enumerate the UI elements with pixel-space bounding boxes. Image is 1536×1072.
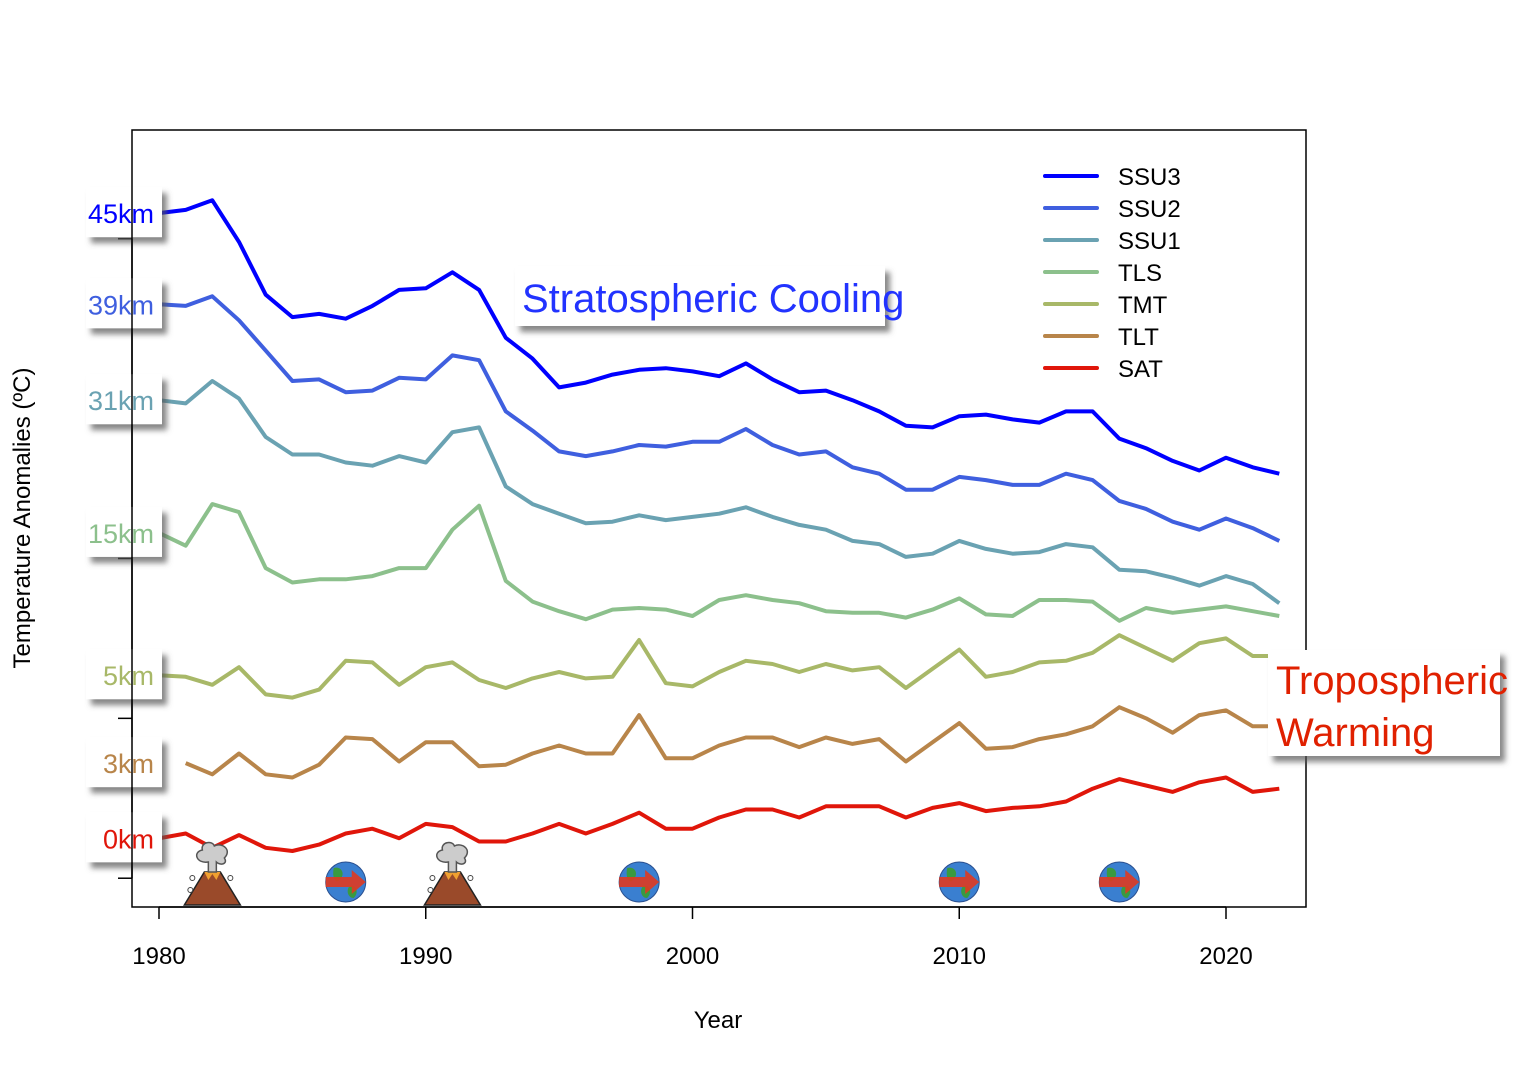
globe-land (946, 867, 971, 898)
altitude-label-box (86, 374, 162, 425)
legend-item-sat: SAT (1043, 356, 1163, 383)
el-nino-arrow (325, 870, 366, 894)
altitude-label-box (86, 187, 162, 238)
altitude-label-box (86, 737, 162, 788)
legend-label: SAT (1118, 356, 1163, 383)
ash-dot (227, 875, 234, 881)
x-tick-label: 2010 (933, 943, 986, 970)
series-lines (158, 198, 1281, 853)
y-axis-title: Temperature Anomalies (ºC) (9, 368, 36, 669)
x-tick-label: 2020 (1199, 943, 1252, 970)
legend: SSU3 SSU2 SSU1 TLS TMT TLT SAT (1043, 164, 1181, 383)
altitude-label-ssu3: 45km (86, 187, 162, 238)
globe-land (626, 867, 651, 898)
series-line-ssu3 (158, 198, 1280, 476)
altitude-label-box (86, 278, 162, 329)
x-tick-label: 1990 (399, 943, 452, 970)
series-line-tmt (158, 633, 1280, 700)
legend-label: TMT (1118, 292, 1168, 319)
altitude-label-box (86, 649, 162, 700)
legend-item-tls: TLS (1043, 260, 1162, 287)
altitude-label-ssu1: 31km (86, 374, 162, 425)
volcano-icon (183, 841, 242, 906)
altitude-label-text: 39km (88, 290, 154, 320)
volcano-lava (444, 872, 461, 880)
altitude-label-text: 31km (88, 386, 154, 416)
altitude-label-text: 0km (103, 824, 154, 854)
altitude-label-ssu2: 39km (86, 278, 162, 329)
tropospheric-label-line1: Tropospheric (1276, 659, 1508, 703)
stratospheric-cooling-annotation: Stratospheric Cooling (515, 266, 904, 326)
legend-item-ssu2: SSU2 (1043, 196, 1181, 223)
el-nino-arrow (619, 870, 660, 894)
ash-dot (427, 887, 434, 893)
series-line-ssu2 (158, 294, 1281, 543)
legend-item-tmt: TMT (1043, 292, 1168, 319)
series-line-ssu1 (158, 379, 1281, 605)
el-nino-globe-icon (325, 861, 367, 903)
altitude-label-tmt: 5km (86, 649, 162, 700)
altitude-label-tlt: 3km (86, 737, 162, 788)
tropospheric-label-line2: Warming (1276, 711, 1435, 755)
altitude-label-box (86, 812, 162, 863)
altitude-labels: 45km 39km 31km 15km 5km 3km 0km (86, 187, 162, 863)
legend-label: SSU1 (1118, 228, 1181, 255)
globe-land (333, 867, 357, 898)
legend-label: SSU2 (1118, 196, 1181, 223)
volcano-icon (423, 841, 482, 906)
plot-frame (131, 129, 1307, 908)
altitude-label-text: 45km (88, 199, 154, 229)
legend-label: SSU3 (1118, 164, 1181, 191)
legend-item-ssu1: SSU1 (1043, 228, 1181, 255)
altitude-label-box (86, 506, 162, 557)
altitude-label-text: 5km (103, 661, 154, 691)
el-nino-arrow (939, 870, 980, 894)
ash-dot (429, 875, 436, 881)
altitude-label-text: 15km (88, 519, 154, 549)
altitude-label-tls: 15km (86, 506, 162, 557)
event-icons (183, 841, 1140, 906)
el-nino-globe-icon (1098, 861, 1140, 903)
volcano-smoke (195, 841, 229, 873)
legend-item-tlt: TLT (1043, 324, 1159, 351)
el-nino-globe-icon (938, 861, 980, 903)
legend-label: TLT (1118, 324, 1159, 351)
series-line-tlt (184, 705, 1280, 780)
ash-dot (189, 875, 196, 881)
axes: 1980 1990 2000 2010 2020 (118, 237, 1253, 970)
legend-label: TLS (1118, 260, 1162, 287)
series-line-tls (158, 502, 1280, 623)
legend-item-ssu3: SSU3 (1043, 164, 1181, 191)
ash-dot (187, 887, 194, 893)
el-nino-globe-icon (618, 861, 660, 903)
ash-dot (467, 875, 474, 881)
volcano-lava (204, 872, 221, 880)
series-line-sat (158, 775, 1280, 853)
el-nino-arrow (1099, 870, 1140, 894)
x-tick-label: 2000 (666, 943, 719, 970)
x-tick-label: 1980 (132, 943, 185, 970)
altitude-label-text: 3km (103, 749, 154, 779)
x-axis-title: Year (694, 1007, 743, 1034)
stratospheric-cooling-label: Stratospheric Cooling (522, 277, 904, 321)
volcano-smoke (436, 841, 469, 873)
globe-land (1106, 867, 1131, 898)
tropospheric-warming-annotation: Tropospheric Warming (1268, 650, 1508, 756)
altitude-label-sat: 0km (86, 812, 162, 863)
